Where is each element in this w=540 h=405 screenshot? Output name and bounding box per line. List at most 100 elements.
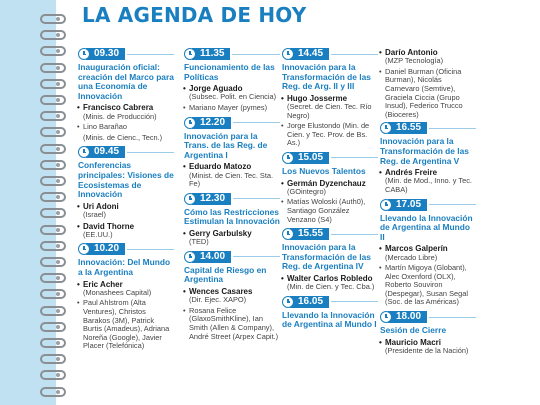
speaker-role: (Secret. de Cien. Tec. Río Negro) bbox=[287, 101, 372, 120]
agenda-session: 12.30 Cómo las Restricciones Estimulan la… bbox=[183, 192, 280, 247]
spiral-ring bbox=[40, 78, 66, 89]
spiral-ring bbox=[40, 62, 66, 73]
clock-icon bbox=[282, 295, 294, 308]
agenda-session: 09.45 Conferencias principales: Visiones … bbox=[77, 146, 174, 239]
speaker-name: Darío Antonio bbox=[379, 48, 476, 57]
speaker-name: Jorge Aguado bbox=[183, 84, 280, 93]
speaker-role: (Min. de Mod., Inno. y Tec. CABA) bbox=[385, 176, 472, 194]
spiral-ring bbox=[40, 370, 66, 381]
speaker-name: Mauricio Macri bbox=[379, 338, 476, 347]
session-time: 10.20 bbox=[86, 243, 126, 256]
time-tab: 18.00 bbox=[380, 311, 476, 324]
session-time: 14.00 bbox=[192, 250, 232, 263]
session-time: 12.30 bbox=[192, 192, 232, 205]
session-time: 15.55 bbox=[290, 228, 330, 241]
spiral-ring bbox=[40, 289, 66, 300]
spiral-ring bbox=[40, 95, 66, 105]
speaker-name: Eduardo Matozo bbox=[183, 162, 280, 171]
session-title: Innovación: Del Mundo a la Argentina bbox=[78, 257, 171, 277]
time-rule bbox=[331, 53, 378, 55]
time-rule bbox=[233, 198, 280, 200]
page-background-band bbox=[0, 0, 56, 405]
time-rule bbox=[331, 157, 378, 159]
time-rule bbox=[232, 53, 280, 55]
clock-icon bbox=[380, 311, 392, 324]
time-tab: 14.45 bbox=[282, 48, 378, 60]
agenda-column-4: Darío Antonio(MZP Tecnología)Daniel Burm… bbox=[379, 48, 476, 359]
clock-icon bbox=[78, 243, 90, 256]
speaker-name: Marcos Galperín bbox=[379, 244, 476, 253]
clock-icon bbox=[78, 146, 90, 159]
agenda-session: 12.20 Innovación para la Trans. de las Re… bbox=[183, 116, 280, 189]
agenda-session: 16.55 Innovación para la Transformación d… bbox=[379, 122, 476, 194]
agenda-session: 09.30 Inauguración oficial: creación del … bbox=[77, 48, 174, 142]
speaker-role: (GOintegro) bbox=[287, 186, 327, 196]
session-time: 12.20 bbox=[192, 116, 232, 129]
clock-icon bbox=[184, 48, 196, 60]
session-title: Cómo las Restricciones Estimulan la Inno… bbox=[184, 206, 280, 227]
agenda-column-3: 14.45 Innovación para la Transformación d… bbox=[281, 48, 378, 334]
time-tab: 11.35 bbox=[184, 48, 280, 60]
speaker-role: (EE.UU.) bbox=[83, 229, 113, 239]
time-rule bbox=[127, 248, 174, 250]
spiral-ring bbox=[40, 127, 66, 138]
time-rule bbox=[331, 233, 378, 235]
session-title: Innovación para la Transformación de las… bbox=[282, 62, 371, 92]
clock-icon bbox=[380, 122, 392, 135]
speaker-others: Matías Woloski (Auth0), Santiago Gonzále… bbox=[281, 198, 378, 224]
agenda-session: 14.45 Innovación para la Transformación d… bbox=[281, 48, 378, 148]
spiral-ring bbox=[40, 143, 66, 154]
spiral-ring bbox=[40, 208, 66, 219]
time-tab: 09.30 bbox=[78, 48, 174, 60]
session-time: 15.05 bbox=[290, 151, 330, 164]
session-time: 16.05 bbox=[290, 295, 330, 308]
time-rule bbox=[233, 122, 280, 124]
clock-icon bbox=[282, 228, 294, 241]
session-title: Funcionamiento de las Políticas bbox=[184, 62, 275, 82]
speaker-others: Rosana Felice (GlaxoSmithKline), Ian Smi… bbox=[183, 306, 280, 341]
time-rule bbox=[331, 301, 378, 303]
session-time: 11.35 bbox=[192, 48, 231, 60]
time-rule bbox=[233, 256, 280, 258]
speaker-role: (Monashees Capital) bbox=[83, 287, 152, 297]
session-time: 17.05 bbox=[388, 198, 428, 211]
speaker-others: Daniel Burman (Oficina Burman), Nicolás … bbox=[379, 67, 476, 120]
time-tab: 16.55 bbox=[380, 122, 476, 135]
spiral-ring bbox=[40, 257, 66, 267]
spiral-ring bbox=[40, 224, 66, 235]
session-title: Innovación para la Transformación de las… bbox=[380, 136, 469, 166]
spiral-ring bbox=[40, 240, 66, 251]
session-title: Sesión de Cierre bbox=[380, 325, 447, 336]
speaker-others: Lino Barañao bbox=[77, 123, 174, 132]
session-title: Innovación para la Trans. de las Reg. de… bbox=[184, 130, 268, 160]
spiral-ring bbox=[40, 305, 66, 316]
clock-icon bbox=[184, 192, 196, 205]
page-title: LA AGENDA DE HOY bbox=[82, 3, 307, 27]
spiral-ring bbox=[40, 14, 66, 24]
speaker-name: David Thorne bbox=[77, 222, 174, 231]
session-title: Los Nuevos Talentos bbox=[282, 165, 366, 176]
session-title: Innovación para la Transformación de las… bbox=[282, 242, 371, 272]
time-rule bbox=[127, 53, 174, 55]
agenda-session: 15.55 Innovación para la Transformación d… bbox=[281, 228, 378, 292]
clock-icon bbox=[184, 116, 196, 129]
speaker-role: (Subsec. Polit. en Ciencia) bbox=[189, 92, 277, 102]
session-title: Capital de Riesgo en Argentina bbox=[184, 264, 267, 285]
speaker-role: (Dir. Ejec. XAPO) bbox=[189, 295, 247, 305]
time-tab: 09.45 bbox=[78, 146, 174, 159]
spiral-ring bbox=[40, 321, 66, 332]
time-tab: 15.55 bbox=[282, 228, 378, 241]
speaker-name: Gerry Garbulsky bbox=[183, 229, 280, 238]
session-title: Llevando la Innovación de Argentina al M… bbox=[380, 212, 473, 242]
speaker-role: (Presidente de la Nación) bbox=[385, 345, 469, 355]
session-time: 16.55 bbox=[388, 122, 428, 135]
speaker-role: (MZP Tecnología) bbox=[385, 56, 444, 66]
spiral-ring bbox=[40, 176, 66, 186]
time-rule bbox=[429, 204, 476, 206]
agenda-column-2: 11.35 Funcionamiento de las Políticas Jorg… bbox=[183, 48, 280, 345]
clock-icon bbox=[78, 48, 90, 60]
speaker-name: Walter Carlos Robledo bbox=[281, 274, 378, 283]
speaker-others: Martín Migoya (Globant), Alec Oxenford (… bbox=[379, 263, 476, 307]
speaker-name: Uri Adoni bbox=[77, 202, 174, 211]
